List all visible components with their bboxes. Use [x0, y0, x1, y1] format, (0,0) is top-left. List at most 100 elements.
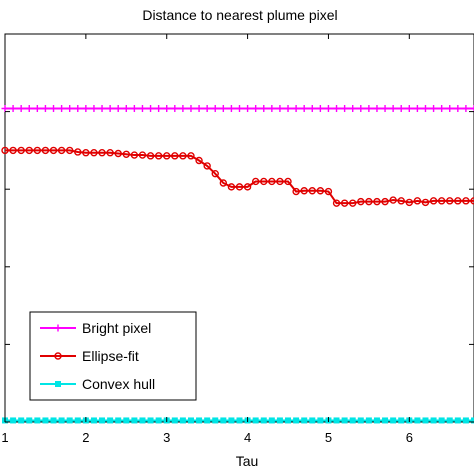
- data-point: [155, 104, 163, 112]
- data-point: [187, 417, 194, 424]
- data-point: [301, 417, 308, 424]
- data-point: [130, 104, 138, 112]
- data-point: [219, 104, 227, 112]
- data-point: [204, 417, 211, 424]
- data-point: [446, 197, 454, 205]
- legend-marker: [54, 352, 62, 360]
- data-point: [413, 197, 422, 205]
- data-point: [33, 104, 41, 112]
- data-point: [171, 152, 179, 160]
- data-point: [122, 104, 130, 112]
- data-point: [316, 104, 324, 112]
- data-point: [25, 146, 33, 155]
- data-point: [357, 197, 365, 206]
- data-point: [462, 197, 470, 205]
- data-point: [41, 104, 49, 112]
- data-point: [18, 417, 25, 424]
- data-point: [74, 148, 82, 156]
- data-point: [454, 197, 462, 205]
- data-point: [211, 169, 219, 178]
- data-point: [308, 104, 316, 112]
- x-tick-label: 1: [1, 430, 8, 445]
- data-point: [284, 104, 292, 112]
- data-point: [138, 104, 146, 112]
- data-point: [9, 104, 17, 112]
- legend-label: Convex hull: [82, 376, 155, 392]
- data-point: [34, 417, 41, 424]
- data-point: [316, 187, 325, 195]
- data-point: [252, 104, 260, 112]
- data-point: [470, 104, 474, 112]
- data-point: [171, 417, 178, 424]
- data-point: [49, 146, 58, 155]
- data-point: [300, 104, 308, 112]
- data-point: [98, 104, 106, 112]
- x-tick-label: 2: [82, 430, 89, 445]
- data-point: [470, 197, 474, 205]
- data-point: [365, 197, 373, 206]
- x-tick-label: 4: [244, 430, 251, 445]
- data-point: [349, 199, 357, 207]
- data-point: [106, 104, 114, 112]
- data-point: [414, 417, 421, 424]
- legend-item: Convex hull: [40, 376, 155, 392]
- data-point: [90, 104, 98, 112]
- data-point: [115, 417, 122, 424]
- data-point: [187, 152, 195, 160]
- data-point: [147, 417, 154, 424]
- data-point: [430, 417, 437, 424]
- data-point: [33, 146, 42, 155]
- data-point: [324, 104, 332, 112]
- data-point: [82, 149, 90, 157]
- data-point: [357, 417, 364, 424]
- data-point: [138, 151, 147, 159]
- legend-item: Ellipse-fit: [40, 348, 139, 364]
- chart-title: Distance to nearest plume pixel: [142, 7, 337, 23]
- data-point: [17, 104, 25, 112]
- data-point: [438, 104, 446, 112]
- data-point: [50, 104, 58, 112]
- data-point: [438, 417, 445, 424]
- data-point: [276, 417, 283, 424]
- data-point: [203, 104, 211, 112]
- data-point: [422, 417, 429, 424]
- data-point: [251, 177, 260, 186]
- data-point: [236, 104, 243, 112]
- x-axis-label: Tau: [236, 453, 259, 469]
- data-point: [171, 104, 179, 112]
- data-point: [260, 417, 267, 424]
- data-point: [82, 104, 90, 112]
- data-point: [163, 152, 171, 160]
- data-point: [195, 104, 203, 112]
- data-point: [381, 197, 389, 206]
- data-point: [196, 417, 203, 424]
- data-point: [285, 417, 292, 424]
- data-point: [1, 146, 9, 155]
- data-point: [292, 104, 300, 112]
- data-point: [98, 149, 106, 157]
- data-point: [389, 196, 397, 204]
- data-point: [179, 417, 186, 424]
- data-point: [163, 104, 171, 112]
- data-point: [236, 417, 243, 424]
- data-point: [50, 417, 57, 424]
- data-point: [471, 417, 474, 424]
- data-point: [130, 151, 139, 159]
- legend-marker: [55, 381, 61, 387]
- data-point: [179, 152, 187, 160]
- data-point: [146, 152, 155, 160]
- data-point: [341, 417, 348, 424]
- data-point: [74, 104, 82, 112]
- data-point: [9, 146, 17, 155]
- data-point: [154, 152, 163, 160]
- data-point: [454, 417, 461, 424]
- data-point: [276, 104, 284, 112]
- data-point: [90, 417, 97, 424]
- data-point: [397, 104, 405, 112]
- data-point: [106, 149, 114, 157]
- data-point: [373, 197, 381, 206]
- data-point: [107, 417, 114, 424]
- data-point: [1, 104, 9, 112]
- data-point: [293, 417, 300, 424]
- data-point: [114, 149, 122, 158]
